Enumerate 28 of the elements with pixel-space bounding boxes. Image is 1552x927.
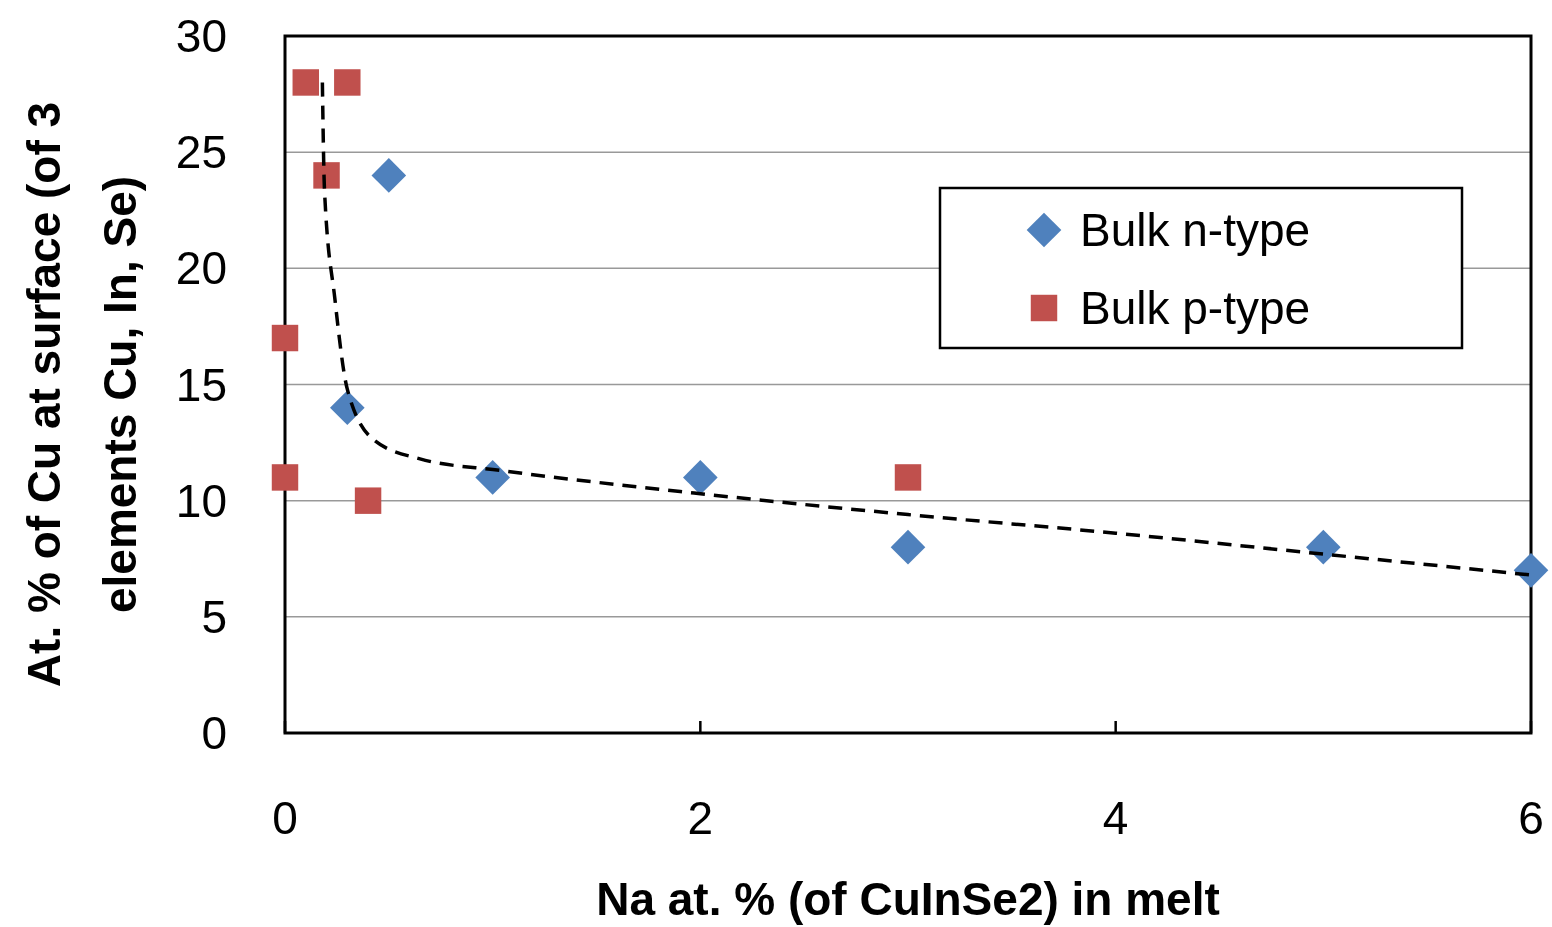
- y-axis-title: At. % of Cu at surface (of 3 elements Cu, In, Se): [18, 101, 146, 688]
- y-tick-label: 30: [175, 10, 227, 62]
- x-tick-label: 0: [272, 792, 298, 844]
- y-tick-label: 5: [201, 590, 227, 643]
- y-tick-label: 10: [175, 474, 227, 527]
- point: [334, 69, 361, 96]
- x-tick-label: 2: [687, 792, 714, 844]
- y-tick-label: 0: [201, 707, 227, 759]
- x-axis-title: Na at. % (of CuInSe2) in melt: [596, 873, 1220, 925]
- legend-label: Bulk n-type: [1080, 204, 1311, 256]
- point: [894, 464, 922, 491]
- y-tick-label: 20: [175, 242, 227, 295]
- point: [1306, 529, 1341, 565]
- y-tick-label: 15: [175, 358, 227, 411]
- x-tick-label: 6: [1518, 792, 1544, 844]
- legend-label: Bulk p-type: [1080, 282, 1311, 334]
- point: [475, 460, 510, 495]
- point: [683, 460, 718, 495]
- x-tick-label: 4: [1102, 792, 1129, 844]
- point: [271, 324, 299, 352]
- point: [313, 162, 340, 189]
- point: [271, 464, 299, 491]
- point: [354, 487, 382, 514]
- point: [371, 158, 407, 193]
- y-tick-label: 25: [175, 126, 227, 179]
- point: [292, 69, 319, 96]
- point: [890, 529, 926, 565]
- point: [329, 390, 365, 426]
